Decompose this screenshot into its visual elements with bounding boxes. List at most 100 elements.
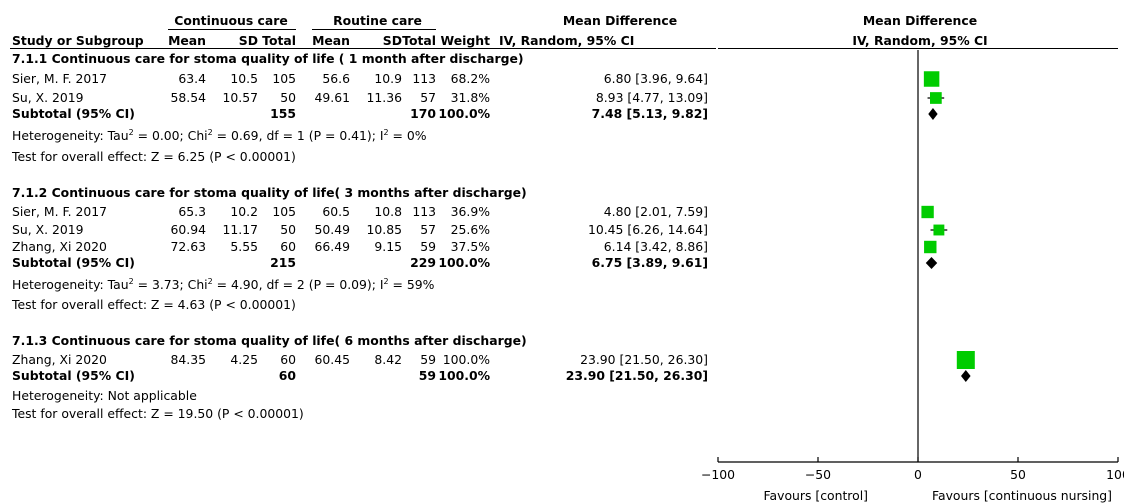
plot-md-header: Mean Difference xyxy=(862,13,978,28)
subtotal-label: Subtotal (95% CI) xyxy=(12,255,135,270)
group1-underline xyxy=(168,29,296,30)
md-method-header: IV, Random, 95% CI xyxy=(499,33,635,48)
sd1-cell: 5.55 xyxy=(230,239,258,254)
sd1-cell: 11.17 xyxy=(222,222,258,237)
group-title: 7.1.3 Continuous care for stoma quality … xyxy=(12,333,527,348)
sd1-cell: 10.5 xyxy=(230,71,258,86)
sd1-cell: 10.57 xyxy=(222,90,258,105)
subtotal-total2: 59 xyxy=(418,368,436,383)
weight-cell: 100.0% xyxy=(442,352,490,367)
subtotal-ci: 23.90 [21.50, 26.30] xyxy=(565,368,708,383)
total2-column-header: Total xyxy=(402,33,436,48)
subtotal-total1: 155 xyxy=(270,106,296,121)
total1-cell: 105 xyxy=(272,71,296,86)
study-name: Sier, M. F. 2017 xyxy=(12,71,108,86)
x-tick-label: 0 xyxy=(914,467,922,482)
overall-effect-text: Test for overall effect: Z = 6.25 (P < 0… xyxy=(12,149,296,164)
x-tick-label: −50 xyxy=(805,467,831,482)
total1-column-header: Total xyxy=(262,33,296,48)
study-marker xyxy=(924,240,937,254)
total2-cell: 59 xyxy=(420,239,436,254)
mean1-column-header: Mean xyxy=(168,33,206,48)
total2-cell: 57 xyxy=(420,90,436,105)
study-marker xyxy=(929,92,942,104)
subtotal-total1: 60 xyxy=(278,368,296,383)
x-tick-label: 100 xyxy=(1106,467,1124,482)
ci-cell: 4.80 [2.01, 7.59] xyxy=(603,204,708,219)
heterogeneity-text: Heterogeneity: Tau2 = 3.73; Chi2 = 4.90,… xyxy=(12,276,435,292)
sd2-cell: 8.42 xyxy=(374,352,402,367)
mean1-cell: 60.94 xyxy=(170,222,206,237)
heterogeneity-text: Heterogeneity: Tau2 = 0.00; Chi2 = 0.69,… xyxy=(12,127,427,143)
weight-cell: 36.9% xyxy=(450,204,490,219)
sd1-cell: 4.25 xyxy=(230,352,258,367)
total2-cell: 59 xyxy=(420,352,436,367)
sd1-cell: 10.2 xyxy=(230,204,258,219)
subtotal-diamond xyxy=(961,370,971,382)
x-tick-label: 50 xyxy=(1010,467,1026,482)
total1-cell: 60 xyxy=(280,352,296,367)
favours-left-label: Favours [control] xyxy=(764,488,868,503)
header-rule-table xyxy=(10,48,716,49)
favours-right-label: Favours [continuous nursing] xyxy=(932,488,1112,503)
study-name: Su, X. 2019 xyxy=(12,90,84,105)
subtotal-total2: 170 xyxy=(410,106,436,121)
study-name: Su, X. 2019 xyxy=(12,222,84,237)
sd2-cell: 10.8 xyxy=(374,204,402,219)
mean2-cell: 50.49 xyxy=(314,222,350,237)
subtotal-diamond xyxy=(928,108,938,120)
ci-cell: 6.80 [3.96, 9.64] xyxy=(603,71,708,86)
mean2-cell: 49.61 xyxy=(314,90,350,105)
sd2-cell: 11.36 xyxy=(366,90,402,105)
weight-cell: 37.5% xyxy=(450,239,490,254)
weight-cell: 25.6% xyxy=(450,222,490,237)
subtotal-label: Subtotal (95% CI) xyxy=(12,106,135,121)
weight-cell: 31.8% xyxy=(450,90,490,105)
overall-effect-text: Test for overall effect: Z = 19.50 (P < … xyxy=(12,406,304,421)
study-column-header: Study or Subgroup xyxy=(12,33,144,48)
mean2-cell: 60.5 xyxy=(322,204,350,219)
total1-cell: 50 xyxy=(280,90,296,105)
weight-cell: 68.2% xyxy=(450,71,490,86)
study-marker xyxy=(921,205,934,219)
mean1-cell: 84.35 xyxy=(170,352,206,367)
total2-cell: 113 xyxy=(412,71,436,86)
total2-cell: 113 xyxy=(412,204,436,219)
subtotal-ci: 6.75 [3.89, 9.61] xyxy=(591,255,708,270)
mean2-cell: 56.6 xyxy=(322,71,350,86)
ci-cell: 8.93 [4.77, 13.09] xyxy=(595,90,708,105)
mean2-cell: 66.49 xyxy=(314,239,350,254)
total1-cell: 50 xyxy=(280,222,296,237)
sd1-column-header: SD xyxy=(238,33,258,48)
mean1-cell: 63.4 xyxy=(178,71,206,86)
sd2-column-header: SD xyxy=(382,33,402,48)
weight-column-header: Weight xyxy=(440,33,491,48)
x-tick-label: −100 xyxy=(701,467,735,482)
subtotal-weight: 100.0% xyxy=(438,106,490,121)
subtotal-weight: 100.0% xyxy=(438,368,490,383)
total2-cell: 57 xyxy=(420,222,436,237)
md-header: Mean Difference xyxy=(562,13,678,28)
mean1-cell: 65.3 xyxy=(178,204,206,219)
study-marker xyxy=(923,71,940,87)
group-title: 7.1.2 Continuous care for stoma quality … xyxy=(12,185,527,200)
group2-underline xyxy=(312,29,436,30)
mean2-column-header: Mean xyxy=(312,33,350,48)
heterogeneity-text: Heterogeneity: Not applicable xyxy=(12,388,197,403)
plot-md-method-header: IV, Random, 95% CI xyxy=(852,33,988,48)
overall-effect-text: Test for overall effect: Z = 4.63 (P < 0… xyxy=(12,297,296,312)
ci-cell: 23.90 [21.50, 26.30] xyxy=(580,352,708,367)
subtotal-ci: 7.48 [5.13, 9.82] xyxy=(591,106,708,121)
subtotal-diamond xyxy=(925,257,938,269)
study-marker xyxy=(956,351,975,369)
ci-cell: 6.14 [3.42, 8.86] xyxy=(603,239,708,254)
mean1-cell: 72.63 xyxy=(170,239,206,254)
total1-cell: 105 xyxy=(272,204,296,219)
ci-cell: 10.45 [6.26, 14.64] xyxy=(587,222,708,237)
group-title: 7.1.1 Continuous care for stoma quality … xyxy=(12,51,524,66)
mean1-cell: 58.54 xyxy=(170,90,206,105)
study-name: Zhang, Xi 2020 xyxy=(12,239,107,254)
subtotal-weight: 100.0% xyxy=(438,255,490,270)
